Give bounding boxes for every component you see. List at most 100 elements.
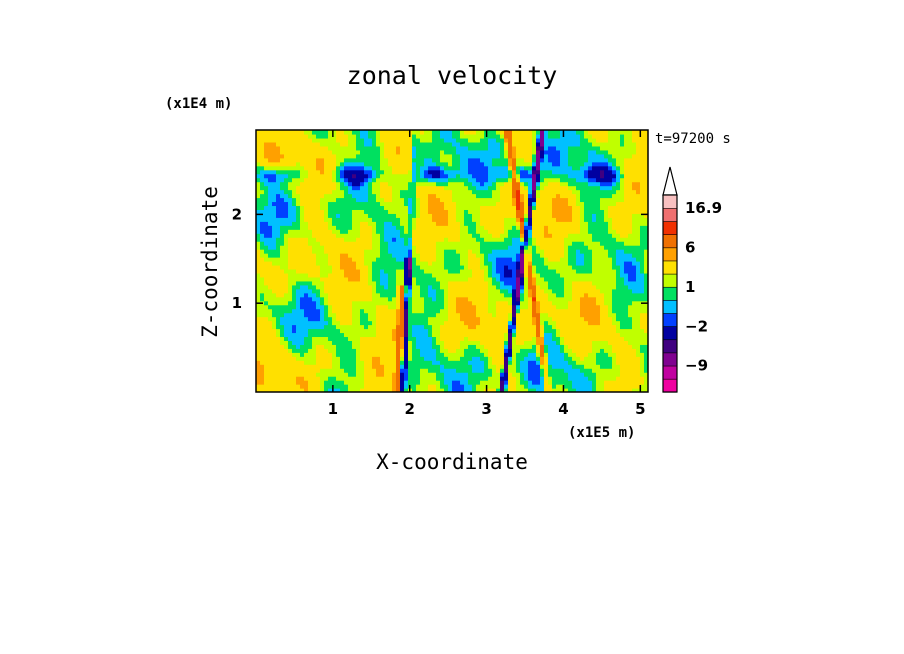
field-cell [340, 288, 345, 294]
field-cell [388, 177, 393, 183]
field-cell [284, 241, 289, 246]
field-cell [484, 284, 489, 290]
field-cell [276, 157, 281, 163]
field-cell [524, 145, 529, 151]
field-cell [304, 376, 309, 381]
field-cell [488, 157, 493, 163]
field-cell [512, 348, 517, 353]
field-cell [268, 320, 273, 326]
field-cell [336, 253, 341, 258]
field-cell [284, 360, 289, 365]
field-cell [452, 328, 457, 334]
field-cell [392, 177, 397, 183]
field-cell [496, 380, 501, 385]
field-cell [424, 312, 429, 318]
field-cell [356, 229, 361, 234]
field-cell [444, 245, 449, 250]
field-cell [504, 348, 509, 353]
field-cell [372, 360, 377, 365]
field-cell [292, 130, 297, 135]
field-cell [440, 348, 445, 353]
field-cell [484, 197, 489, 203]
field-cell [308, 185, 313, 191]
field-cell [260, 336, 265, 341]
field-cell [404, 372, 409, 377]
field-cell [368, 185, 373, 191]
field-cell [424, 253, 429, 258]
field-cell [400, 181, 405, 187]
field-cell [456, 141, 461, 147]
field-cell [288, 320, 293, 326]
field-cell [376, 384, 381, 389]
field-cell [528, 284, 533, 290]
field-cell [348, 225, 353, 230]
field-cell [400, 372, 405, 377]
field-cell [500, 332, 505, 338]
field-cell [512, 205, 517, 210]
field-cell [496, 157, 501, 163]
field-cell [488, 201, 493, 207]
field-cell [456, 268, 461, 274]
field-cell [420, 209, 425, 214]
field-cell [292, 245, 297, 250]
field-cell [480, 288, 485, 294]
field-cell [420, 261, 425, 266]
field-cell [532, 261, 537, 266]
field-cell [256, 368, 261, 373]
field-cell [556, 233, 561, 238]
field-cell [376, 280, 381, 286]
field-cell [372, 193, 377, 199]
field-cell [504, 380, 509, 385]
field-cell [544, 284, 549, 290]
field-cell [340, 280, 345, 286]
field-cell [440, 225, 445, 230]
field-cell [296, 352, 301, 357]
field-cell [260, 185, 265, 191]
field-cell [268, 328, 273, 334]
field-cell [388, 261, 393, 266]
field-cell [396, 257, 401, 262]
field-cell [284, 253, 289, 258]
field-cell [368, 268, 373, 274]
field-cell [480, 380, 485, 385]
field-cell [408, 328, 413, 334]
field-cell [272, 221, 277, 226]
field-cell [264, 130, 269, 135]
field-cell [436, 157, 441, 163]
field-cell [500, 201, 505, 207]
field-cell [452, 165, 457, 171]
field-cell [284, 133, 289, 139]
field-cell [372, 288, 377, 294]
field-cell [480, 304, 485, 310]
field-cell [408, 332, 413, 338]
field-cell [296, 320, 301, 326]
field-cell [364, 221, 369, 226]
field-cell [316, 292, 321, 298]
field-cell [532, 149, 537, 155]
field-cell [380, 253, 385, 258]
field-cell [428, 189, 433, 195]
field-cell [544, 221, 549, 226]
field-cell [328, 292, 333, 298]
field-cell [532, 324, 537, 330]
field-cell [424, 173, 429, 179]
field-cell [360, 249, 365, 254]
field-cell [528, 300, 533, 306]
field-cell [352, 360, 357, 365]
field-cell [324, 217, 329, 222]
field-cell [352, 141, 357, 147]
field-cell [344, 324, 349, 330]
field-cell [492, 145, 497, 151]
field-cell [364, 352, 369, 357]
field-cell [484, 221, 489, 226]
field-cell [288, 169, 293, 175]
field-cell [280, 356, 285, 361]
field-cell [440, 384, 445, 389]
field-cell [336, 133, 341, 139]
field-cell [508, 292, 513, 298]
field-cell [460, 261, 465, 266]
field-cell [552, 360, 557, 365]
field-cell [256, 205, 261, 210]
field-cell [292, 312, 297, 318]
field-cell [332, 384, 337, 389]
